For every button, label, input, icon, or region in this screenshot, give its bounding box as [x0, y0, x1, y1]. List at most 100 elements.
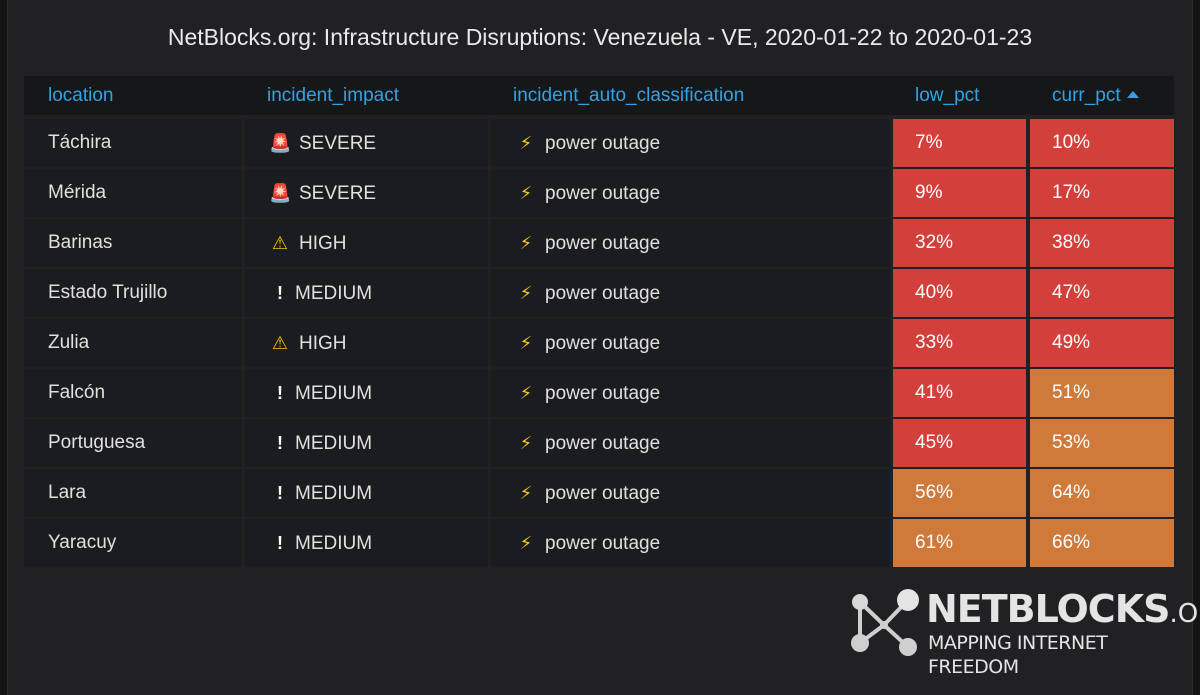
logo-suffix: .ORG — [1169, 599, 1200, 629]
cell-curr-pct: 17% — [1030, 169, 1174, 217]
cell-low-pct: 7% — [893, 119, 1026, 167]
logo-name: NETBLOCKS — [926, 587, 1171, 631]
column-header-incident-auto-classification[interactable]: incident_auto_classification — [513, 85, 745, 106]
cell-incident-classification: ⚡ power outage — [491, 169, 890, 217]
siren-icon: 🚨 — [269, 183, 292, 203]
cell-location: Lara — [24, 469, 242, 517]
cell-curr-pct: 53% — [1030, 419, 1174, 467]
cell-low-pct: 9% — [893, 169, 1026, 217]
column-header-incident-impact[interactable]: incident_impact — [267, 85, 400, 106]
cell-incident-classification: ⚡ power outage — [491, 319, 890, 367]
disruptions-table: location incident_impact incident_auto_c… — [24, 76, 1174, 569]
curr-pct-value: 49% — [1052, 332, 1091, 353]
low-pct-value: 56% — [915, 482, 954, 503]
cell-incident-impact: ⚠ HIGH — [245, 319, 488, 367]
table-row: Falcón! MEDIUM ⚡ power outage 41% 51% — [24, 369, 1174, 419]
exclamation-icon: ! — [277, 283, 283, 303]
low-pct-value: 32% — [915, 232, 954, 253]
cell-incident-impact: 🚨 SEVERE — [245, 169, 488, 217]
classification-text: power outage — [545, 283, 661, 304]
classification-text: power outage — [545, 433, 661, 454]
cell-incident-impact: 🚨 SEVERE — [245, 119, 488, 167]
lightning-icon: ⚡ — [519, 433, 533, 453]
lightning-icon: ⚡ — [519, 133, 533, 153]
lightning-icon: ⚡ — [519, 233, 533, 253]
column-header-curr-pct[interactable]: curr_pct — [1052, 76, 1139, 115]
dashboard-panel: NetBlocks.org: Infrastructure Disruption… — [7, 0, 1200, 695]
cell-location: Yaracuy — [24, 519, 242, 567]
cell-curr-pct: 64% — [1030, 469, 1174, 517]
cell-low-pct: 61% — [893, 519, 1026, 567]
cell-incident-impact: ! MEDIUM — [245, 419, 488, 467]
curr-pct-value: 47% — [1052, 282, 1091, 303]
table-row: Estado Trujillo! MEDIUM ⚡ power outage 40% 47… — [24, 269, 1174, 319]
cell-incident-classification: ⚡ power outage — [491, 269, 890, 317]
location-text: Zulia — [48, 332, 90, 353]
cell-location: Estado Trujillo — [24, 269, 242, 317]
classification-text: power outage — [545, 183, 661, 204]
cell-incident-impact: ! MEDIUM — [245, 519, 488, 567]
table-row: Lara! MEDIUM ⚡ power outage 56% 64% — [24, 469, 1174, 519]
location-text: Falcón — [48, 382, 106, 403]
curr-pct-value: 51% — [1052, 382, 1091, 403]
lightning-icon: ⚡ — [519, 383, 533, 403]
cell-low-pct: 41% — [893, 369, 1026, 417]
exclamation-icon: ! — [277, 483, 283, 503]
classification-text: power outage — [545, 483, 661, 504]
location-text: Táchira — [48, 132, 112, 153]
cell-low-pct: 56% — [893, 469, 1026, 517]
logo-wordmark: NETBLOCKS.ORG — [926, 587, 1200, 636]
location-text: Mérida — [48, 182, 107, 203]
classification-text: power outage — [545, 233, 661, 254]
cell-curr-pct: 47% — [1030, 269, 1174, 317]
table-row: Mérida 🚨 SEVERE ⚡ power outage 9% 17% — [24, 169, 1174, 219]
cell-curr-pct: 49% — [1030, 319, 1174, 367]
column-header-low-pct[interactable]: low_pct — [915, 85, 980, 106]
cell-low-pct: 40% — [893, 269, 1026, 317]
cell-curr-pct: 38% — [1030, 219, 1174, 267]
lightning-icon: ⚡ — [519, 333, 533, 353]
cell-incident-impact: ⚠ HIGH — [245, 219, 488, 267]
cell-incident-classification: ⚡ power outage — [491, 519, 890, 567]
column-header-location[interactable]: location — [48, 85, 114, 106]
exclamation-icon: ! — [277, 383, 283, 403]
lightning-icon: ⚡ — [519, 533, 533, 553]
cell-location: Barinas — [24, 219, 242, 267]
cell-curr-pct: 51% — [1030, 369, 1174, 417]
cell-incident-classification: ⚡ power outage — [491, 469, 890, 517]
impact-text: MEDIUM — [295, 483, 373, 504]
impact-text: MEDIUM — [295, 283, 373, 304]
cell-incident-classification: ⚡ power outage — [491, 369, 890, 417]
cell-incident-impact: ! MEDIUM — [245, 369, 488, 417]
siren-icon: 🚨 — [269, 133, 292, 153]
table-body: Táchira 🚨 SEVERE ⚡ power outage 7% 10% Mérida 🚨 S… — [24, 119, 1174, 569]
location-text: Estado Trujillo — [48, 282, 168, 303]
table-row: Zulia ⚠ HIGH ⚡ power outage 33% 49% — [24, 319, 1174, 369]
cell-location: Portuguesa — [24, 419, 242, 467]
classification-text: power outage — [545, 133, 661, 154]
table-row: Táchira 🚨 SEVERE ⚡ power outage 7% 10% — [24, 119, 1174, 169]
location-text: Lara — [48, 482, 87, 503]
cell-location: Táchira — [24, 119, 242, 167]
cell-low-pct: 32% — [893, 219, 1026, 267]
curr-pct-value: 53% — [1052, 432, 1091, 453]
curr-pct-value: 38% — [1052, 232, 1091, 253]
curr-pct-value: 10% — [1052, 132, 1091, 153]
cell-curr-pct: 10% — [1030, 119, 1174, 167]
classification-text: power outage — [545, 383, 661, 404]
table-header: location incident_impact incident_auto_c… — [24, 76, 1174, 115]
impact-text: MEDIUM — [295, 433, 373, 454]
table-row: Portuguesa! MEDIUM ⚡ power outage 45% 53% — [24, 419, 1174, 469]
logo-tagline: MAPPING INTERNET FREEDOM — [928, 632, 1108, 678]
exclamation-icon: ! — [277, 533, 283, 553]
warning-icon: ⚠ — [271, 333, 289, 353]
impact-text: MEDIUM — [295, 383, 373, 404]
impact-text: SEVERE — [299, 183, 377, 204]
low-pct-value: 7% — [915, 132, 943, 153]
impact-text: SEVERE — [299, 133, 377, 154]
curr-pct-value: 17% — [1052, 182, 1091, 203]
low-pct-value: 41% — [915, 382, 954, 403]
table-row: Barinas ⚠ HIGH ⚡ power outage 32% 38% — [24, 219, 1174, 269]
lightning-icon: ⚡ — [519, 183, 533, 203]
warning-icon: ⚠ — [271, 233, 289, 253]
